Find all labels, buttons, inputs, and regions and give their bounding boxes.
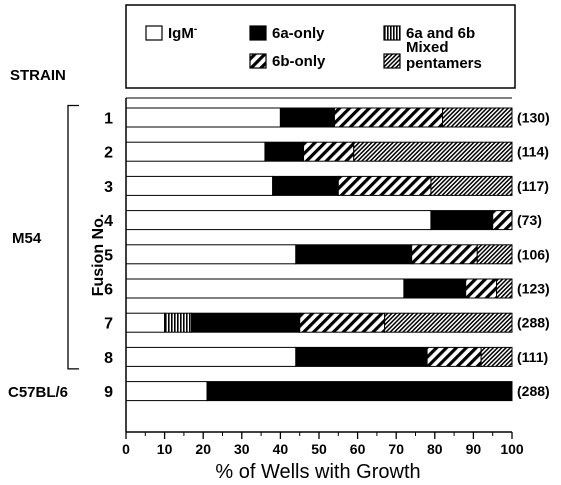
legend-swatch-6a-and-6b bbox=[383, 25, 401, 41]
x-tick-label-80: 80 bbox=[427, 441, 443, 457]
bar-segment-6a-only-row-3 bbox=[272, 175, 339, 196]
legend: IgM- 6a-only 6a and 6b 6b-only Mixed pentamer… bbox=[125, 4, 516, 89]
row-label-2: 2 bbox=[104, 145, 113, 162]
row-label-9: 9 bbox=[104, 384, 113, 401]
bar-segment-6b-only-row-3 bbox=[337, 175, 432, 196]
bar-segment-igm-row-8 bbox=[125, 346, 297, 367]
x-axis: 0 10 20 30 40 50 60 70 80 90 100 bbox=[122, 97, 524, 457]
legend-swatch-igm bbox=[145, 25, 163, 41]
bar-segment-6b-only-row-7 bbox=[299, 312, 386, 333]
legend-label-mixed-pentamers: Mixed pentamers bbox=[406, 39, 482, 72]
row-label-1: 1 bbox=[104, 111, 113, 128]
bar-segment-6b-only-row-5 bbox=[411, 244, 478, 265]
bar-segment-6a-only-row-1 bbox=[279, 107, 335, 128]
count-label-8: (111) bbox=[517, 349, 548, 365]
row-label-6: 6 bbox=[104, 282, 113, 299]
bar-segment-6b-only-row-4 bbox=[492, 210, 513, 231]
bar-segment-6a-and-6b-row-7 bbox=[164, 312, 193, 333]
bar-segment-igm-row-6 bbox=[125, 278, 405, 299]
bar-segment-6b-only-row-8 bbox=[426, 346, 482, 367]
row-label-8: 8 bbox=[104, 350, 113, 367]
legend-swatch-6a-only bbox=[249, 25, 267, 41]
count-label-2: (114) bbox=[517, 144, 549, 160]
x-axis-title: % of Wells with Growth bbox=[215, 461, 420, 483]
row-label-3: 3 bbox=[104, 179, 113, 196]
bar-segment-mixed-pentamers-row-1 bbox=[442, 107, 513, 128]
bar-segment-igm-row-3 bbox=[125, 175, 274, 196]
bar-segment-mixed-pentamers-row-8 bbox=[480, 346, 513, 367]
bar-segment-6a-only-row-9 bbox=[206, 381, 513, 402]
strain-header: STRAIN bbox=[10, 67, 66, 84]
legend-swatch-mixed-pentamers bbox=[383, 53, 401, 69]
x-tick-label-20: 20 bbox=[195, 441, 211, 457]
x-tick-label-30: 30 bbox=[234, 441, 250, 457]
bar-segment-6a-only-row-5 bbox=[295, 244, 413, 265]
legend-label-igm: IgM- bbox=[168, 24, 197, 42]
row-label-4: 4 bbox=[104, 213, 113, 230]
x-tick-label-10: 10 bbox=[157, 441, 173, 457]
bar-segment-6b-only-row-6 bbox=[465, 278, 498, 299]
count-label-6: (123) bbox=[517, 281, 550, 297]
x-tick-label-50: 50 bbox=[311, 441, 327, 457]
count-labels: (130) (114) (117) (73) (106) (123) (288) (111) (… bbox=[517, 110, 550, 400]
count-label-9: (288) bbox=[517, 383, 550, 399]
bar-segment-igm-row-4 bbox=[125, 210, 432, 231]
row-label-5: 5 bbox=[104, 247, 113, 264]
count-label-1: (130) bbox=[517, 110, 550, 126]
x-tick-label-90: 90 bbox=[466, 441, 482, 457]
legend-swatch-6b-only bbox=[249, 53, 267, 69]
row-labels: 1 2 3 4 5 6 7 8 9 bbox=[104, 111, 113, 402]
bar-segment-6a-only-row-2 bbox=[264, 141, 305, 162]
bar-segment-6b-only-row-2 bbox=[303, 141, 355, 162]
bar-segment-igm-row-9 bbox=[125, 381, 208, 402]
legend-label-6a-and-6b: 6a and 6b bbox=[406, 25, 475, 42]
bar-segment-6a-only-row-8 bbox=[295, 346, 428, 367]
bar-segment-6a-only-row-7 bbox=[191, 312, 301, 333]
group-label-m54: M54 bbox=[12, 230, 42, 247]
x-tick-label-0: 0 bbox=[122, 441, 130, 457]
bar-segment-6a-only-row-6 bbox=[403, 278, 467, 299]
count-label-3: (117) bbox=[517, 178, 549, 194]
x-tick-label-60: 60 bbox=[350, 441, 366, 457]
bar-segment-mixed-pentamers-row-7 bbox=[384, 312, 513, 333]
row-label-7: 7 bbox=[104, 316, 113, 333]
bar-segment-mixed-pentamers-row-2 bbox=[353, 141, 513, 162]
bar-segment-igm-row-1 bbox=[125, 107, 281, 128]
legend-label-6b-only: 6b-only bbox=[272, 53, 326, 70]
x-tick-label-100: 100 bbox=[500, 441, 524, 457]
bar-segment-6b-only-row-1 bbox=[333, 107, 444, 128]
bar-segment-6a-only-row-4 bbox=[430, 210, 494, 231]
bars bbox=[125, 107, 513, 402]
bar-segment-igm-row-7 bbox=[125, 312, 166, 333]
count-label-4: (73) bbox=[517, 212, 542, 228]
bar-segment-mixed-pentamers-row-6 bbox=[496, 278, 513, 299]
legend-label-6a-only: 6a-only bbox=[272, 25, 325, 42]
bar-segment-igm-row-5 bbox=[125, 244, 297, 265]
count-label-7: (288) bbox=[517, 315, 550, 331]
bar-segment-mixed-pentamers-row-3 bbox=[430, 175, 513, 196]
bar-segment-mixed-pentamers-row-5 bbox=[476, 244, 513, 265]
bar-segment-igm-row-2 bbox=[125, 141, 266, 162]
group-bracket-m54 bbox=[67, 104, 79, 370]
legend-box bbox=[125, 4, 516, 89]
x-tick-label-40: 40 bbox=[273, 441, 289, 457]
y-axis-title: Fusion No. bbox=[90, 214, 107, 297]
group-label-c57bl-6: C57BL/6 bbox=[8, 384, 68, 401]
x-tick-label-70: 70 bbox=[388, 441, 404, 457]
count-label-5: (106) bbox=[517, 246, 550, 262]
